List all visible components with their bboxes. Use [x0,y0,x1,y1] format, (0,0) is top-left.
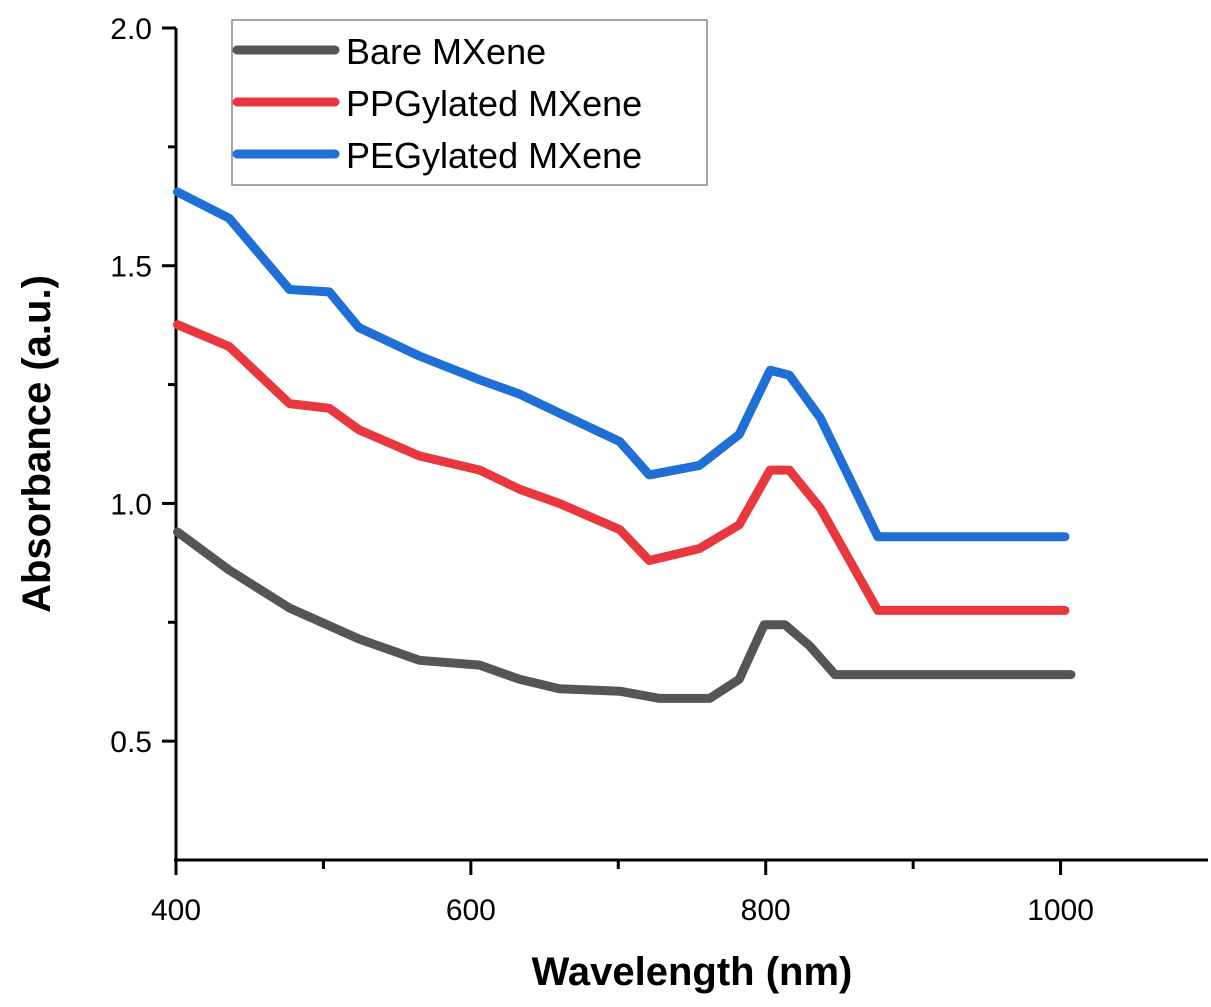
legend-label: PPGylated MXene [346,83,642,124]
y-tick-label: 1.0 [110,488,152,521]
x-axis-label: Wavelength (nm) [532,950,853,994]
series-lines [173,187,1076,703]
x-tick-label: 800 [741,894,791,927]
x-tick-label: 600 [446,894,496,927]
series-line-ppgylated-mxene [173,320,1070,615]
y-tick-label: 0.5 [110,726,152,759]
y-tick-label: 1.5 [110,251,152,284]
legend-label: PEGylated MXene [346,135,642,176]
y-axis-label: Absorbance (a.u.) [15,275,59,613]
x-tick-label: 400 [151,894,201,927]
y-tick-label: 2.0 [110,13,152,46]
legend-label: Bare MXene [346,31,546,72]
x-tick-label: 1000 [1027,894,1094,927]
axes: 400 600 800 1000 0.5 1.0 1.5 2.0 [110,13,1208,927]
series-line-pegylated-mxene [173,187,1070,542]
legend: Bare MXene PPGylated MXene PEGylated MXene [231,19,708,186]
series-line-bare-mxene [173,527,1076,703]
